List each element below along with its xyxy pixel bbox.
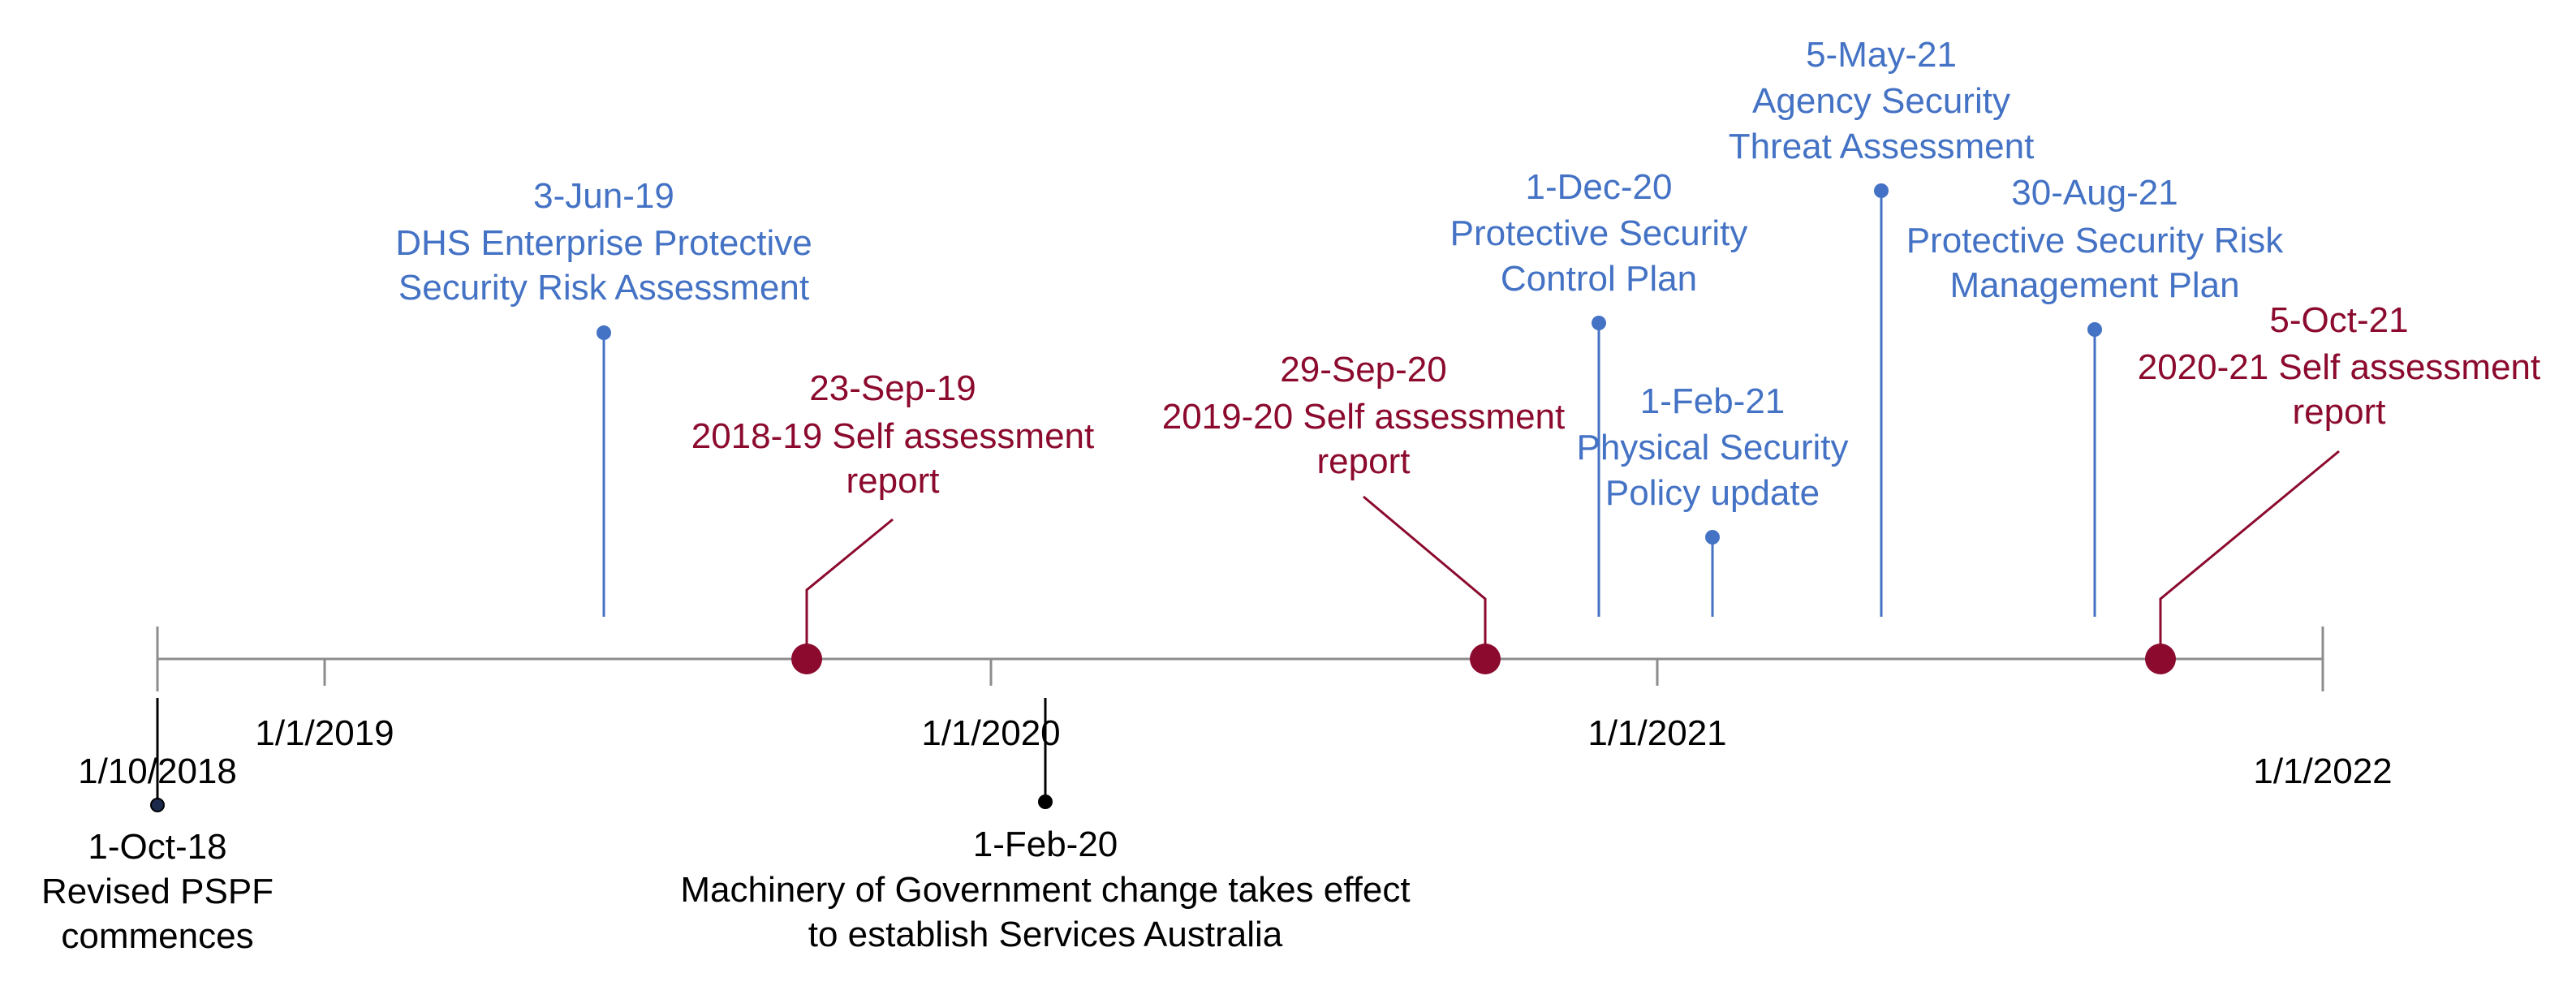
event-title: 2020-21 Self assessment [2138,347,2541,387]
event-self-assessment-2019-20: 29-Sep-20 2019-20 Self assessment report [1162,350,1566,674]
event-title: report [1317,441,1411,481]
event-marker-dot [791,644,822,674]
event-title: commences [61,916,253,956]
event-date: 5-May-21 [1806,35,1957,75]
event-control-plan: 1-Dec-20 Protective Security Control Pla… [1450,167,1748,617]
event-date: 1-Feb-21 [1640,381,1786,421]
axis-tick-label: 1/1/2020 [921,713,1060,753]
event-title: Policy update [1605,473,1820,513]
axis-tick-label: 1/1/2019 [255,713,394,753]
event-self-assessment-2018-19: 23-Sep-19 2018-19 Self assessment report [691,368,1095,674]
axis-tick-2020: 1/1/2020 [921,659,1061,753]
event-dhs-risk-assessment: 3-Jun-19 DHS Enterprise Protective Secur… [395,176,812,617]
event-title: Revised PSPF [41,872,274,911]
event-marker-dot [1470,644,1501,674]
event-marker-dot [1874,183,1889,198]
axis-tick-label: 1/1/2021 [1587,713,1726,753]
event-title: report [2293,392,2386,432]
event-self-assessment-2020-21: 5-Oct-21 2020-21 Self assessment report [2138,300,2541,674]
event-date: 5-Oct-21 [2269,300,2408,340]
event-marker-dot [150,798,165,812]
event-title: 2018-19 Self assessment [691,416,1095,456]
event-marker-dot [597,325,611,340]
event-title: 2019-20 Self assessment [1162,397,1566,437]
event-title: DHS Enterprise Protective [395,223,812,263]
event-date: 3-Jun-19 [533,176,674,216]
event-marker-dot [1705,530,1720,545]
event-title: report [846,461,940,501]
event-title: Security Risk Assessment [398,268,809,308]
event-date: 1-Feb-20 [973,825,1118,864]
event-machinery-of-government: 1-Feb-20 Machinery of Government change … [680,698,1411,954]
event-title: to establish Services Australia [808,915,1283,954]
event-date: 23-Sep-19 [809,368,976,408]
event-date: 1-Oct-18 [88,827,226,867]
event-revised-pspf: 1-Oct-18 Revised PSPF commences [41,698,274,956]
event-title: Threat Assessment [1729,127,2035,166]
event-marker-dot [2145,644,2176,674]
event-title: Physical Security [1576,428,1848,467]
event-marker-dot [1038,794,1053,809]
event-title: Protective Security Risk [1906,221,2285,260]
event-date: 29-Sep-20 [1280,350,1446,390]
event-physical-security-policy: 1-Feb-21 Physical Security Policy update [1576,381,1849,617]
event-risk-management-plan: 30-Aug-21 Protective Security Risk Manag… [1906,173,2285,617]
event-marker-dot [1592,316,1606,330]
event-title: Control Plan [1501,259,1697,299]
event-date: 30-Aug-21 [2011,173,2178,213]
axis-tick-2021: 1/1/2021 [1587,659,1727,753]
axis-tick-2019: 1/1/2019 [255,659,394,753]
event-title: Machinery of Government change takes eff… [680,870,1410,910]
event-threat-assessment: 5-May-21 Agency Security Threat Assessme… [1729,35,2035,617]
event-title: Agency Security [1752,81,2010,121]
axis-tick-label-end: 1/1/2022 [2253,751,2392,791]
event-date: 1-Dec-20 [1526,167,1673,207]
event-title: Protective Security [1450,213,1748,253]
event-title: Management Plan [1949,265,2239,305]
event-marker-dot [2087,322,2102,337]
